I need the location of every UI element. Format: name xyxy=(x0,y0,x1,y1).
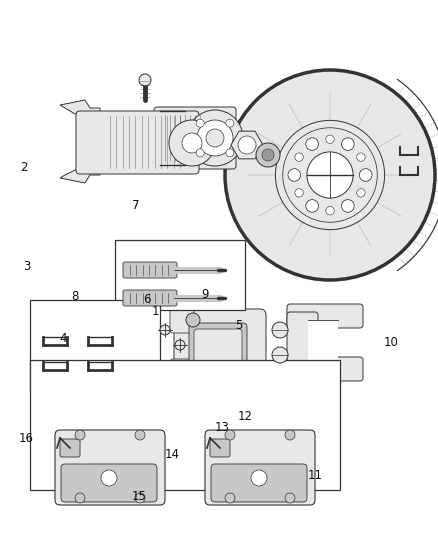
Circle shape xyxy=(139,74,151,86)
Bar xyxy=(30,360,340,490)
FancyBboxPatch shape xyxy=(55,430,165,505)
Text: 5: 5 xyxy=(235,319,242,332)
FancyBboxPatch shape xyxy=(189,323,247,391)
Circle shape xyxy=(276,120,385,230)
Text: 1: 1 xyxy=(152,305,159,318)
Circle shape xyxy=(326,135,334,143)
Text: 16: 16 xyxy=(19,432,34,445)
Circle shape xyxy=(187,110,243,166)
Circle shape xyxy=(342,200,354,212)
Text: 9: 9 xyxy=(201,288,209,301)
Circle shape xyxy=(272,347,288,363)
Text: 6: 6 xyxy=(143,293,151,306)
FancyBboxPatch shape xyxy=(205,430,315,505)
Circle shape xyxy=(285,430,295,440)
FancyBboxPatch shape xyxy=(287,357,363,381)
Circle shape xyxy=(288,169,300,181)
FancyBboxPatch shape xyxy=(287,312,318,368)
Circle shape xyxy=(326,206,334,215)
Text: 2: 2 xyxy=(20,161,28,174)
Circle shape xyxy=(186,313,200,327)
Circle shape xyxy=(357,189,365,197)
FancyBboxPatch shape xyxy=(61,464,157,502)
Circle shape xyxy=(135,430,145,440)
FancyBboxPatch shape xyxy=(154,107,236,169)
Text: 3: 3 xyxy=(24,260,31,273)
Circle shape xyxy=(160,325,170,335)
FancyBboxPatch shape xyxy=(60,439,80,457)
Circle shape xyxy=(238,136,256,154)
Circle shape xyxy=(342,138,354,150)
FancyBboxPatch shape xyxy=(170,309,194,333)
FancyBboxPatch shape xyxy=(194,329,242,383)
Circle shape xyxy=(196,149,204,157)
Circle shape xyxy=(75,430,85,440)
FancyBboxPatch shape xyxy=(170,359,194,383)
Circle shape xyxy=(306,138,318,150)
Bar xyxy=(308,320,338,360)
Circle shape xyxy=(251,470,267,486)
Polygon shape xyxy=(60,100,100,114)
Circle shape xyxy=(175,340,185,350)
Circle shape xyxy=(256,143,280,167)
Circle shape xyxy=(226,119,234,127)
FancyBboxPatch shape xyxy=(174,309,266,406)
Circle shape xyxy=(307,152,353,198)
Bar xyxy=(30,300,160,390)
Circle shape xyxy=(225,70,435,280)
Circle shape xyxy=(196,119,204,127)
Circle shape xyxy=(360,169,372,181)
FancyBboxPatch shape xyxy=(211,464,307,502)
Text: 8: 8 xyxy=(71,290,78,303)
Text: 7: 7 xyxy=(132,199,140,212)
Circle shape xyxy=(225,430,235,440)
Circle shape xyxy=(295,153,303,161)
Circle shape xyxy=(272,322,288,338)
Circle shape xyxy=(75,493,85,503)
Circle shape xyxy=(225,493,235,503)
FancyBboxPatch shape xyxy=(287,304,363,328)
Bar xyxy=(115,240,245,310)
Circle shape xyxy=(226,149,234,157)
Text: 12: 12 xyxy=(238,410,253,423)
Circle shape xyxy=(295,189,303,197)
Polygon shape xyxy=(60,170,100,183)
Circle shape xyxy=(357,153,365,161)
Circle shape xyxy=(285,493,295,503)
Circle shape xyxy=(197,120,233,156)
Text: 10: 10 xyxy=(383,336,398,349)
Text: 4: 4 xyxy=(60,332,67,345)
Circle shape xyxy=(182,133,202,153)
Text: 14: 14 xyxy=(165,448,180,461)
FancyBboxPatch shape xyxy=(76,111,199,174)
Text: 11: 11 xyxy=(308,469,323,482)
Circle shape xyxy=(169,120,215,166)
Circle shape xyxy=(135,493,145,503)
FancyBboxPatch shape xyxy=(210,439,230,457)
Circle shape xyxy=(206,129,224,147)
FancyBboxPatch shape xyxy=(123,262,177,278)
Text: 13: 13 xyxy=(215,421,230,434)
Circle shape xyxy=(306,200,318,212)
Circle shape xyxy=(101,470,117,486)
Circle shape xyxy=(262,149,274,161)
FancyBboxPatch shape xyxy=(123,290,177,306)
Text: 15: 15 xyxy=(132,490,147,503)
